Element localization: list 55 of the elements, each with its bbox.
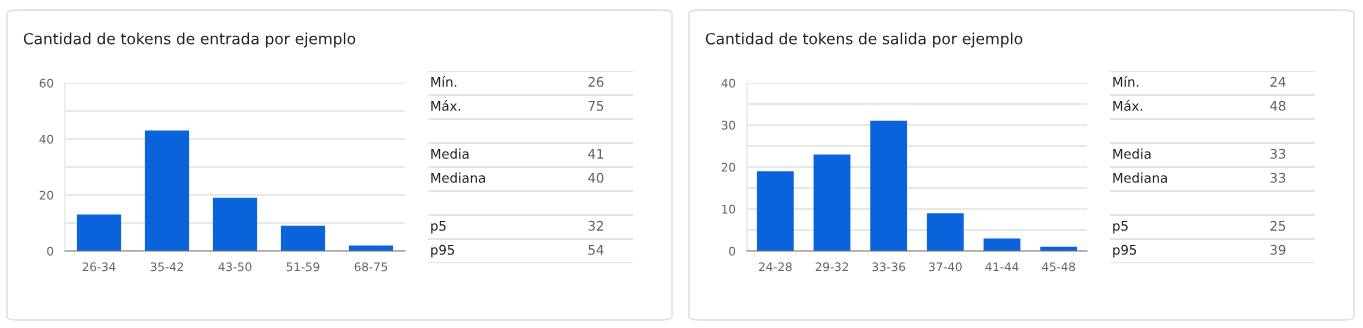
y-tick-label: 40 [39,134,54,144]
category-label: Mín. [1113,76,1139,87]
data-label: 40 [588,172,604,183]
category-label: p5 [1113,221,1128,234]
bar [144,130,190,251]
data-label: 48 [1270,100,1286,111]
x-tick-label: 37-40 [929,262,962,272]
data-label: 25 [1270,220,1286,231]
data-label: 32 [588,220,603,231]
category-label: Mediana [1113,172,1167,183]
data-label: 33 [1270,172,1286,183]
y-tick-label: 20 [721,162,736,172]
y-tick-label: 30 [721,120,736,130]
category-label: Máx. [431,100,461,111]
data-label: 26 [588,76,604,87]
bar [280,225,326,251]
x-tick-label: 41-44 [985,262,1019,272]
bar [983,238,1021,251]
category-label: Máx. [1113,100,1143,111]
y-tick-label: 10 [722,204,736,214]
bar [926,213,964,251]
category-label: Media [1113,148,1151,159]
bar [212,197,258,251]
bar [76,214,122,251]
x-tick-label: 68-75 [354,262,388,272]
x-tick-label: 33-36 [872,262,906,272]
x-tick-label: 43-50 [218,262,252,272]
bar [813,154,851,251]
data-label: 24 [1270,76,1286,87]
category-label: p5 [431,221,446,234]
x-tick-label: 26-34 [82,262,116,272]
chart-title: Cantidad de tokens de salida por ejemplo [705,32,1023,48]
chart-title: Cantidad de tokens de entrada por ejemplo [23,32,356,48]
y-tick-label: 40 [721,78,736,88]
y-tick-label: 20 [39,190,54,200]
data-label: 41 [588,149,604,159]
data-label: 75 [588,101,604,111]
category-label: p95 [1113,244,1137,258]
x-tick-label: 29-32 [815,262,848,272]
category-label: Media [431,148,469,159]
x-tick-label: 51-59 [286,262,320,272]
x-tick-label: 45-48 [1042,262,1076,272]
x-tick-label: 35-42 [150,262,183,272]
bar [870,120,908,251]
y-tick-label: 0 [729,246,736,256]
data-label: 39 [1270,244,1286,255]
y-tick-label: 0 [47,246,54,256]
category-label: Mediana [431,172,485,183]
data-label: 33 [1270,148,1286,159]
x-tick-label: 24-28 [759,262,792,272]
data-label: 54 [588,245,604,255]
y-tick-label: 60 [39,78,54,88]
category-label: Mín. [431,76,457,87]
bar [756,171,794,251]
category-label: p95 [431,244,455,258]
